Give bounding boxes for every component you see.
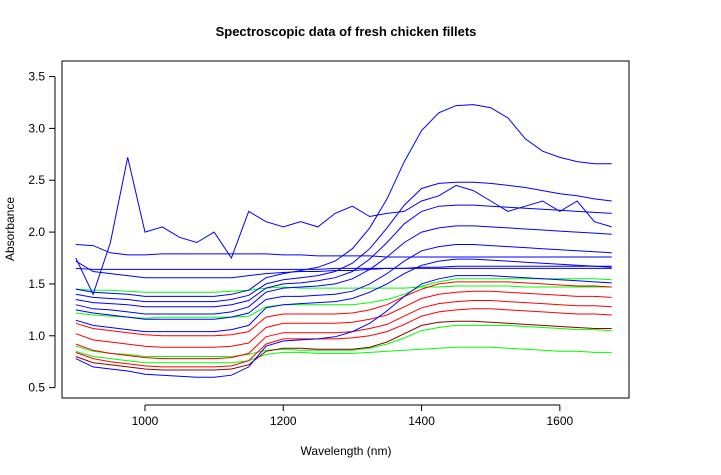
series-line-15: [75, 181, 612, 303]
y-tick-label: 0.5: [28, 381, 45, 395]
series-line-3: [75, 285, 612, 293]
y-tick-label: 1.5: [28, 277, 45, 291]
series-line-10: [75, 244, 612, 320]
series-layer: [75, 104, 612, 378]
x-tick-label: 1400: [408, 414, 435, 428]
series-line-19: [75, 244, 612, 258]
y-axis-title: Absorbance: [3, 197, 17, 261]
series-line-7: [75, 300, 612, 360]
plot-frame: [61, 60, 630, 399]
y-axis: 0.5 1.0 1.5 2.0 2.5 3.0 3.5: [28, 70, 56, 395]
series-line-4: [75, 346, 612, 364]
series-line-13: [75, 275, 612, 378]
series-line-18: [75, 267, 612, 270]
chart-title: Spectroscopic data of fresh chicken fill…: [216, 24, 477, 39]
x-tick-label: 1000: [132, 414, 159, 428]
series-line-6: [75, 290, 612, 348]
series-line-17: [75, 260, 612, 279]
series-line-1: [75, 278, 612, 319]
y-tick-label: 3.5: [28, 70, 45, 84]
y-tick-label: 1.0: [28, 329, 45, 343]
x-tick-label: 1600: [547, 414, 574, 428]
y-tick-label: 2.5: [28, 173, 45, 187]
y-tick-label: 2.0: [28, 225, 45, 239]
y-tick-label: 3.0: [28, 121, 45, 135]
series-line-16: [75, 104, 612, 297]
series-line-11: [75, 258, 612, 333]
series-line-5: [75, 281, 612, 337]
series-line-20: [75, 157, 612, 296]
x-tick-label: 1200: [270, 414, 297, 428]
series-line-12: [75, 225, 612, 315]
series-line-14: [75, 204, 612, 308]
series-line-8: [75, 308, 612, 368]
x-axis: 1000 1200 1400 1600: [132, 404, 574, 428]
series-line-9: [75, 320, 612, 371]
x-axis-title: Wavelength (nm): [301, 444, 392, 458]
series-line-2: [75, 324, 612, 357]
